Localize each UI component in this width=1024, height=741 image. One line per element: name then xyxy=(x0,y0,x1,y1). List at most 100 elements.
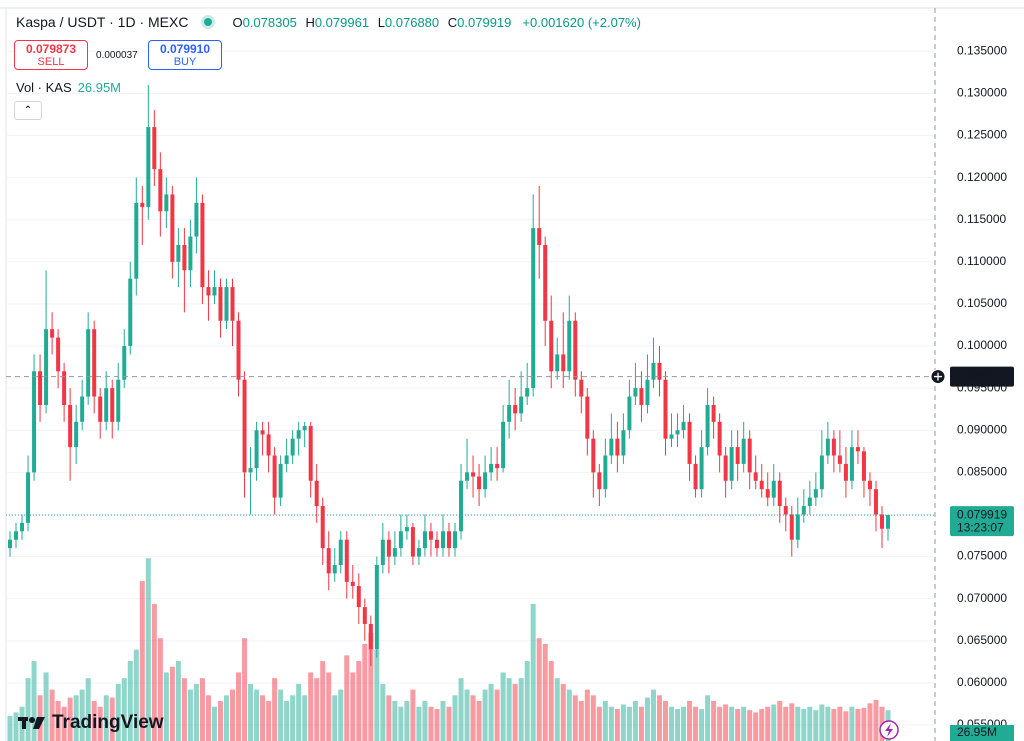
volume-bar xyxy=(49,689,55,741)
sell-price: 0.079873 xyxy=(25,42,77,56)
volume-bar xyxy=(801,709,807,741)
volume-bar xyxy=(284,701,290,741)
symbol-title[interactable]: Kaspa / USDT · 1D · MEXC xyxy=(16,14,189,30)
volume-bar xyxy=(199,678,205,741)
volume-bar xyxy=(278,689,284,741)
volume-bar xyxy=(446,706,452,741)
volume-bar xyxy=(25,678,31,741)
volume-bar xyxy=(115,683,121,741)
candle-body xyxy=(272,455,277,498)
volume-title: Vol · KAS xyxy=(16,80,72,95)
candle-body xyxy=(218,287,223,321)
logo-icon xyxy=(18,717,45,729)
volume-bar xyxy=(97,706,103,741)
ohlc: O0.078305 H0.079961 L0.076880 C0.079919 xyxy=(232,15,516,30)
volume-bar xyxy=(705,695,711,741)
volume-bar xyxy=(723,704,729,741)
candle-body xyxy=(711,404,716,422)
volume-bar xyxy=(548,661,554,741)
candle-body xyxy=(344,539,349,582)
y-tick-label: 0.105000 xyxy=(957,296,1007,310)
candle-body xyxy=(615,438,620,456)
candle-body xyxy=(386,539,391,557)
candle-body xyxy=(886,515,890,529)
volume-bar xyxy=(675,709,681,741)
volume-bar xyxy=(55,701,61,741)
volume-bar xyxy=(759,709,765,741)
volume-bar xyxy=(410,689,416,741)
candle-body xyxy=(170,194,175,262)
candle-body xyxy=(422,531,427,549)
volume-bar xyxy=(536,638,542,741)
candle-body xyxy=(507,404,512,422)
alert-bolt xyxy=(885,723,893,737)
candle-body xyxy=(350,581,355,587)
volume-bar xyxy=(67,697,73,741)
ohlc-value: 0.079961 xyxy=(314,14,370,30)
countdown-label: 13:23:07 xyxy=(957,520,1004,534)
candle-body xyxy=(597,472,602,490)
y-tick-label: 0.135000 xyxy=(957,43,1007,57)
candle-body xyxy=(813,489,818,498)
candle-body xyxy=(705,404,710,448)
candle-body xyxy=(621,430,626,456)
volume-bar xyxy=(109,697,115,741)
y-tick-label: 0.085000 xyxy=(957,465,1007,479)
volume-bar xyxy=(747,710,753,741)
candle-body xyxy=(302,426,307,431)
candle-body xyxy=(104,388,109,422)
volume-bar xyxy=(386,695,392,741)
candle-body xyxy=(374,564,379,650)
candle-body xyxy=(440,531,445,549)
candle-body xyxy=(236,320,241,380)
candle-body xyxy=(537,228,542,245)
volume-bar xyxy=(163,672,169,741)
volume-bar xyxy=(711,701,717,741)
watermark-text: TradingView xyxy=(52,712,164,733)
candle-body xyxy=(747,438,752,473)
volume-bar xyxy=(476,701,482,741)
candle-body xyxy=(783,506,788,515)
volume-bar xyxy=(518,678,524,741)
candle-body xyxy=(663,379,668,439)
candle-body xyxy=(867,480,872,490)
volume-bar xyxy=(43,672,49,741)
volume-bar xyxy=(530,603,536,741)
volume-bar xyxy=(584,689,590,741)
volume-bar xyxy=(380,683,386,741)
volume-bar xyxy=(789,703,795,741)
volume-bar xyxy=(320,661,326,741)
volume-bar xyxy=(350,672,356,741)
candle-body xyxy=(639,388,644,405)
candle-body xyxy=(573,320,578,380)
candle-body xyxy=(579,379,584,397)
candle-body xyxy=(320,506,325,549)
ohlc-label: O xyxy=(232,14,243,30)
volume-bar xyxy=(681,706,687,741)
volume-label-bg xyxy=(950,725,1014,741)
volume-bar xyxy=(777,701,783,741)
volume-bar xyxy=(272,678,278,741)
volume-bar xyxy=(572,695,578,741)
volume-bar xyxy=(7,715,13,741)
candle-body xyxy=(699,447,704,490)
volume-bar xyxy=(741,706,747,741)
volume-bar xyxy=(765,706,771,741)
y-tick-label: 0.070000 xyxy=(957,591,1007,605)
ohlc-value: 0.078305 xyxy=(242,14,297,30)
candle-body xyxy=(14,531,19,540)
market-status xyxy=(204,18,213,26)
volume-bar xyxy=(602,701,608,741)
volume-bar xyxy=(849,706,855,741)
volume-bar xyxy=(644,697,650,741)
buy-button[interactable]: 0.079910 BUY xyxy=(148,40,222,70)
candle-body xyxy=(807,497,812,507)
candle-body xyxy=(368,623,373,650)
sell-button[interactable]: 0.079873 SELL xyxy=(14,40,88,70)
candle-body xyxy=(645,379,650,405)
candle-body xyxy=(326,548,331,574)
volume-bar xyxy=(434,709,440,741)
volume-bar xyxy=(717,706,723,741)
collapse-button[interactable]: ⌃ xyxy=(14,101,42,120)
